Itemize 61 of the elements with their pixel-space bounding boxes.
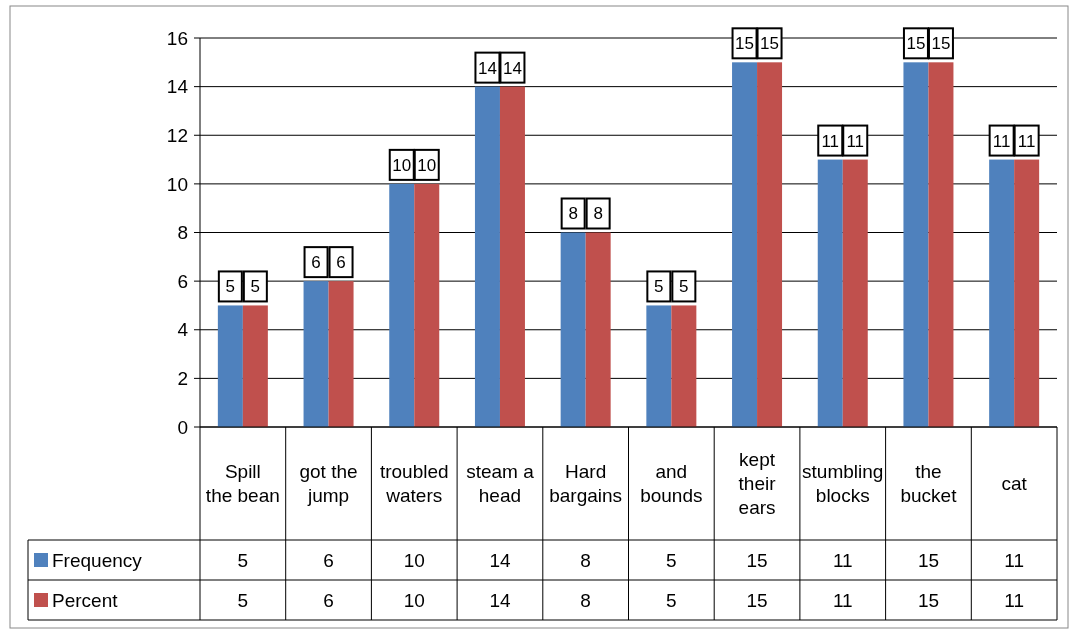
- data-label: 6: [323, 549, 334, 571]
- annotation: 15: [906, 34, 926, 54]
- x-tick-label: and bounds: [640, 461, 703, 507]
- data-label: 5: [237, 549, 249, 571]
- annotation: 6: [336, 253, 346, 273]
- data-label: 11: [1004, 549, 1025, 571]
- annotation: 8: [568, 204, 578, 224]
- data-label: 11: [1004, 589, 1025, 611]
- annotation: 11: [821, 131, 840, 151]
- y-tick-label: 16: [166, 27, 188, 49]
- y-tick-label: 8: [177, 222, 188, 244]
- data-label: 14: [489, 549, 511, 571]
- data-label: 15: [746, 589, 768, 611]
- annotation: 11: [1017, 131, 1036, 151]
- data-label: 6: [323, 589, 334, 611]
- data-label: 11: [832, 549, 853, 571]
- x-tick-label: kept their ears: [738, 449, 777, 519]
- x-tick-label: Spill the bean: [205, 461, 280, 507]
- x-tick-label: the bucket: [900, 461, 958, 507]
- data-label: 15: [746, 549, 768, 571]
- x-tick-label: stumbling blocks: [802, 461, 884, 507]
- legend-label: Percent: [52, 589, 119, 611]
- y-tick-label: 0: [177, 416, 188, 438]
- annotation: 15: [931, 34, 951, 54]
- annotation: 11: [992, 131, 1011, 151]
- annotation: 8: [593, 204, 603, 224]
- x-tick-label: troubled waters: [379, 461, 449, 507]
- annotation: 15: [735, 34, 755, 54]
- y-tick-label: 6: [177, 270, 188, 292]
- data-label: 10: [403, 549, 425, 571]
- data-label: 5: [666, 589, 677, 611]
- data-label: 15: [917, 589, 940, 611]
- data-label: 5: [666, 549, 677, 571]
- data-label: 15: [917, 549, 940, 571]
- annotation: 5: [654, 277, 664, 297]
- annotation: 5: [250, 277, 261, 297]
- annotation: 5: [679, 277, 689, 297]
- annotation: 15: [760, 34, 780, 54]
- y-tick-label: 10: [166, 173, 188, 195]
- data-label: 8: [580, 549, 591, 571]
- x-tick-label: got the jump: [299, 461, 358, 507]
- annotation: 5: [225, 277, 236, 297]
- data-label: 14: [489, 589, 511, 611]
- legend-label: Frequency: [52, 549, 143, 571]
- y-tick-label: 4: [177, 319, 189, 341]
- y-tick-label: 14: [166, 76, 189, 98]
- x-tick-label: cat: [1001, 473, 1028, 495]
- y-tick-label: 2: [177, 368, 188, 390]
- annotation: 14: [477, 58, 497, 78]
- data-label: 8: [580, 589, 591, 611]
- annotation: 14: [502, 58, 522, 78]
- annotation: 11: [846, 131, 865, 151]
- annotation: 6: [311, 253, 321, 273]
- x-tick-label: Hard bargains: [549, 461, 623, 507]
- x-tick-label: steam a head: [466, 461, 535, 507]
- data-label: 11: [832, 589, 853, 611]
- data-label: 10: [403, 589, 425, 611]
- y-tick-label: 12: [166, 124, 188, 146]
- data-label: 5: [237, 589, 249, 611]
- annotation: 10: [392, 155, 412, 175]
- annotation: 10: [417, 155, 437, 175]
